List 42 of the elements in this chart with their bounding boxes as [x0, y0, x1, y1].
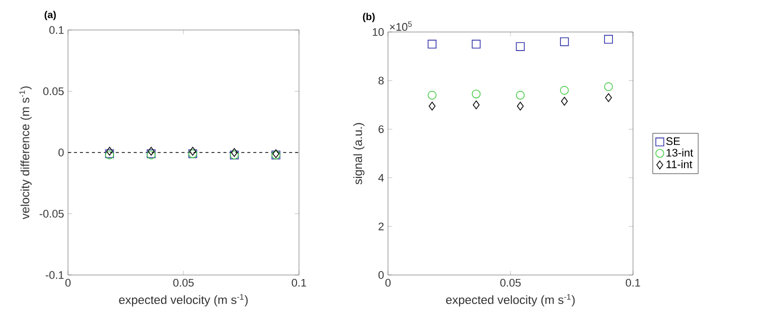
y-tick-label: 8 [378, 76, 384, 84]
text: ×10$^{5}$ [390, 21, 412, 31]
x-axis-title: expected velocity (m s$^{-1}$) [446, 294, 575, 306]
x-tick-label: 0.05 [500, 278, 521, 287]
point [516, 90, 525, 100]
point [472, 90, 481, 98]
legend-label: 13-int [666, 148, 694, 157]
y-axis-title: velocity difference (m s$^{-1}$) [19, 86, 32, 220]
legend-label: SE [666, 137, 680, 146]
y-axis-title: signal (a.u.) [353, 123, 364, 184]
x-tick-label: 0.05 [173, 278, 194, 287]
x-tick-label: 0 [385, 278, 391, 287]
x-tick-label: 0.1 [626, 278, 640, 287]
point [428, 102, 436, 110]
point [604, 34, 613, 44]
point [560, 86, 569, 95]
y-tick-label: -0.1 [46, 271, 64, 279]
point [560, 37, 569, 46]
point [428, 90, 436, 100]
chart-title: (b) [362, 12, 375, 22]
x-tick-label: 0 [65, 278, 71, 287]
point [561, 96, 568, 106]
point [472, 40, 481, 49]
point [516, 42, 525, 51]
legend-label: 11-int [666, 160, 692, 168]
y-tick-label: 4 [378, 174, 384, 182]
y-tick-label: 0.1 [49, 26, 64, 34]
point [516, 102, 524, 110]
y-tick-label: 0 [378, 271, 384, 279]
y-tick-label: 2 [378, 222, 384, 230]
point [428, 40, 436, 49]
y-tick-label: -0.05 [40, 210, 64, 218]
y-tick-label: 6 [378, 125, 384, 134]
x-axis-title: expected velocity (m s$^{-1}$) [119, 294, 248, 306]
y-tick-label: 0 [58, 148, 64, 156]
chart-title: (a) [44, 10, 56, 20]
point [472, 100, 480, 110]
y-tick-label: 0.05 [43, 87, 64, 96]
x-tick-label: 0.1 [292, 278, 306, 287]
point [605, 93, 612, 102]
y-tick-label: 10 [372, 28, 384, 36]
point [604, 82, 613, 92]
